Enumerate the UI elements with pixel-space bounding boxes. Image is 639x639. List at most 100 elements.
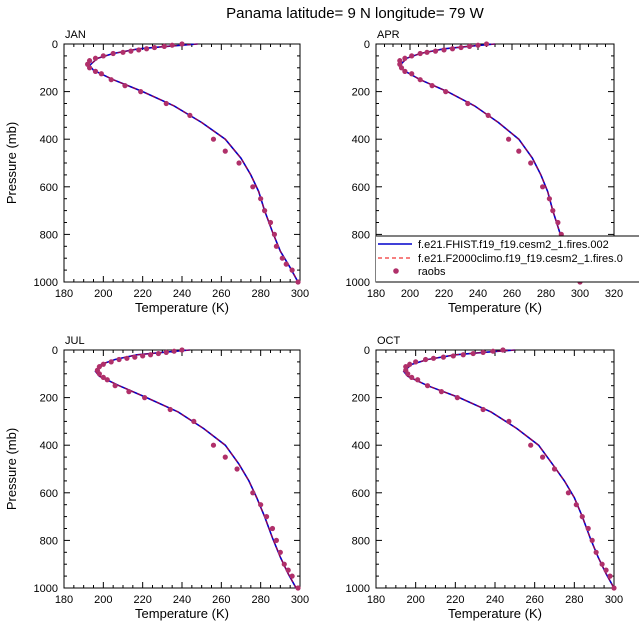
raobs-point xyxy=(585,525,591,532)
raobs-point xyxy=(136,47,142,53)
x-tick-label: 300 xyxy=(291,594,309,606)
raobs-point xyxy=(402,68,408,74)
y-tick-label: 1000 xyxy=(34,583,58,595)
y-tick-label: 0 xyxy=(52,39,58,51)
plot-frame-jan xyxy=(63,43,301,283)
raobs-point xyxy=(283,261,289,267)
panel-title-jul: JUL xyxy=(65,335,85,347)
raobs-point xyxy=(607,573,613,579)
raobs-point xyxy=(528,160,534,166)
series-line-fhist xyxy=(88,43,299,283)
raobs-point xyxy=(405,371,411,377)
raobs-point xyxy=(409,71,415,77)
raobs-point xyxy=(191,418,197,424)
raobs-point xyxy=(480,349,486,355)
x-tick-label: 240 xyxy=(469,288,487,300)
x-tick-label: 260 xyxy=(525,594,543,606)
raobs-point xyxy=(128,48,134,54)
series-line-fhist xyxy=(94,349,297,589)
raobs-point xyxy=(210,442,217,448)
x-tick-label: 220 xyxy=(133,594,151,606)
raobs-point xyxy=(465,100,471,107)
raobs-point xyxy=(441,47,447,53)
raobs-point xyxy=(546,196,553,202)
raobs-point xyxy=(147,352,154,358)
raobs-point xyxy=(490,348,496,354)
raobs-point xyxy=(449,46,456,52)
raobs-point xyxy=(250,490,256,496)
y-tick-label: 600 xyxy=(352,488,370,500)
raobs-point xyxy=(528,442,534,448)
raobs-point xyxy=(96,371,102,377)
figure-title: Panama latitude= 9 N longitude= 79 W xyxy=(226,5,485,22)
raobs-point xyxy=(415,377,421,383)
raobs-point xyxy=(155,350,161,357)
raobs-point xyxy=(289,267,295,273)
raobs-point xyxy=(480,406,486,413)
raobs-point xyxy=(413,359,419,365)
raobs-point xyxy=(258,196,264,202)
x-tick-label: 220 xyxy=(133,288,151,300)
raobs-point xyxy=(277,549,283,555)
plot-frame-jul xyxy=(63,349,301,589)
panel-title-oct: OCT xyxy=(377,335,401,347)
raobs-point xyxy=(550,208,556,214)
raobs-point xyxy=(98,71,104,77)
raobs-point xyxy=(398,65,405,71)
raobs-point xyxy=(112,383,118,389)
raobs-point xyxy=(443,89,449,95)
raobs-point xyxy=(295,279,301,285)
raobs-point xyxy=(122,83,128,89)
plot-frame-oct xyxy=(375,349,615,589)
raobs-point xyxy=(289,573,295,579)
raobs-point xyxy=(409,374,415,380)
legend-background xyxy=(376,236,639,282)
raobs-point xyxy=(179,41,185,47)
panel-title-jan: JAN xyxy=(65,29,86,41)
y-tick-label: 1000 xyxy=(346,583,370,595)
panel-jan: JAN 180 200 220 240 260 280 300 0 200 400 600 800 100… xyxy=(4,29,309,315)
plot-area-oct xyxy=(402,347,617,591)
x-axis-label: Temperature (K) xyxy=(448,606,542,621)
raobs-point xyxy=(551,466,558,472)
y-tick-label: 0 xyxy=(364,39,370,51)
raobs-point xyxy=(163,349,169,355)
raobs-point xyxy=(603,567,609,573)
panel-jul: JUL 180 200 220 240 260 280 300 0 200 400 600 800 100… xyxy=(4,335,309,621)
raobs-point xyxy=(210,136,217,142)
plot-area-apr xyxy=(397,41,583,285)
raobs-point xyxy=(281,561,287,567)
raobs-point xyxy=(506,418,512,424)
raobs-point xyxy=(132,354,138,360)
raobs-point xyxy=(142,395,148,401)
y-tick-label: 0 xyxy=(52,345,58,357)
raobs-point xyxy=(555,219,561,226)
panels-container: JAN 180 200 220 240 260 280 300 0 200 400 600 800 100… xyxy=(4,29,623,621)
x-tick-label: 260 xyxy=(212,594,230,606)
x-tick-label: 300 xyxy=(291,288,309,300)
raobs-point xyxy=(262,208,268,214)
raobs-point xyxy=(108,77,114,83)
raobs-point xyxy=(187,112,193,118)
x-tick-label: 200 xyxy=(406,594,424,606)
raobs-point xyxy=(466,43,473,49)
x-tick-label: 280 xyxy=(565,594,583,606)
raobs-point xyxy=(126,389,132,395)
x-tick-label: 220 xyxy=(446,594,464,606)
raobs-point xyxy=(450,353,456,359)
x-tick-label: 280 xyxy=(537,288,555,300)
raobs-point xyxy=(295,585,301,591)
raobs-point xyxy=(138,89,144,95)
raobs-point xyxy=(144,46,150,52)
x-tick-label: 200 xyxy=(94,288,112,300)
x-tick-label: 240 xyxy=(173,594,191,606)
raobs-point xyxy=(454,395,460,401)
raobs-point xyxy=(108,359,114,365)
raobs-point xyxy=(124,355,130,361)
raobs-point xyxy=(116,356,122,363)
y-tick-label: 400 xyxy=(40,440,58,452)
y-tick-label: 600 xyxy=(40,488,58,500)
raobs-point xyxy=(407,361,413,367)
x-tick-label: 300 xyxy=(605,594,623,606)
y-tick-label: 200 xyxy=(40,87,58,99)
